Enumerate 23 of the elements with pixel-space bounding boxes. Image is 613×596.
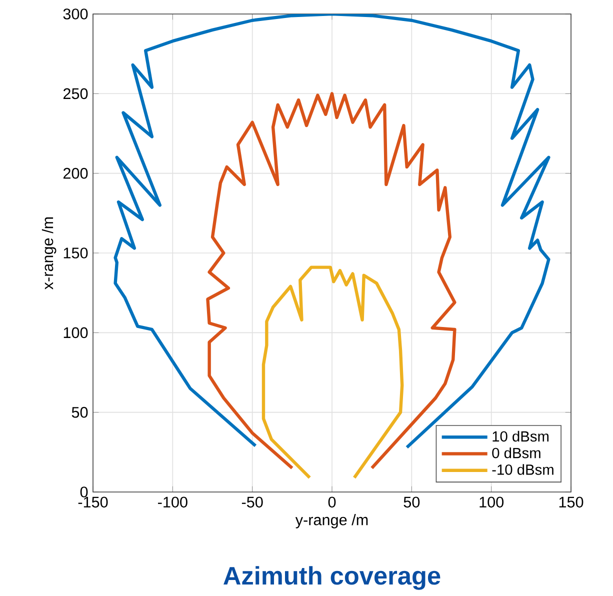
x-tick-label: 100 — [480, 496, 504, 508]
x-axis-title: y-range /m — [295, 514, 368, 528]
y-tick-label: 50 — [72, 406, 88, 418]
x-tick-label: 150 — [559, 496, 584, 508]
y-axis-title: x-range /m — [42, 217, 56, 290]
x-tick-label: -100 — [158, 496, 188, 508]
text: Azimuth coverage — [224, 566, 440, 590]
line-series — [262, 266, 404, 480]
legend-label: 10 dBsm — [492, 430, 548, 442]
y-tick-label: 100 — [64, 327, 88, 338]
y-tick-label: 250 — [63, 88, 88, 100]
line-series — [114, 14, 550, 449]
x-tick-label: 0 — [328, 496, 336, 508]
x-tick-label: 50 — [404, 496, 420, 508]
legend-label: -10 dBsm — [492, 464, 554, 475]
y-tick-label: 300 — [63, 8, 88, 20]
y-tick-label: 0 — [80, 486, 88, 498]
legend-label: 0 dBsm — [492, 447, 540, 458]
x-tick-label: -50 — [242, 496, 263, 508]
y-tick-label: 200 — [63, 168, 88, 179]
y-tick-label: 150 — [64, 248, 88, 258]
line-series — [206, 92, 456, 470]
x-tick-label: -150 — [78, 496, 108, 508]
